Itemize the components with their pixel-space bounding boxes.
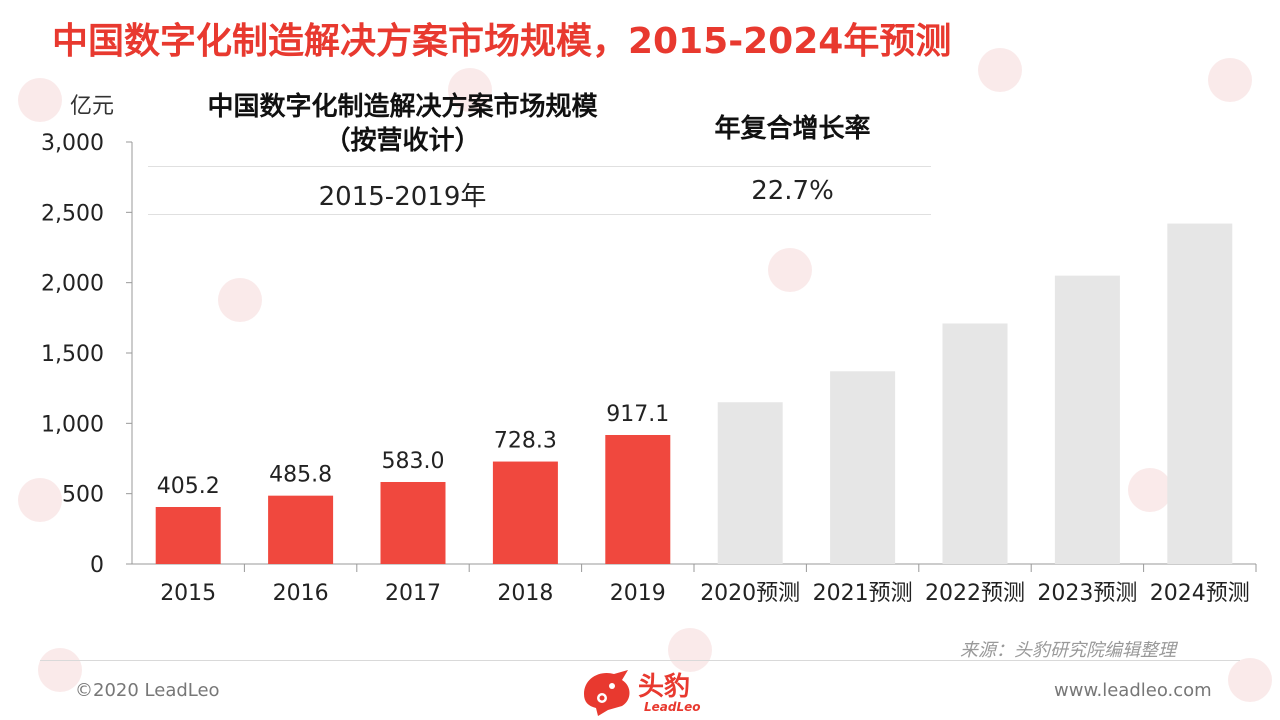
y-axis-unit: 亿元 <box>70 94 115 119</box>
x-tick-label: 2022预测 <box>925 581 1025 606</box>
forecast-bar <box>1054 275 1120 564</box>
cagr-divider-bottom <box>148 214 931 215</box>
cagr-divider-top <box>148 166 931 167</box>
x-tick-label: 2020预测 <box>700 581 800 606</box>
actual-bar <box>492 461 558 564</box>
x-tick-label: 2015 <box>160 581 216 606</box>
actual-bar <box>155 507 221 564</box>
actual-bar <box>268 495 334 564</box>
copyright: ©2020 LeadLeo <box>75 680 220 701</box>
cagr-header-rate: 年复合增长率 <box>714 114 871 144</box>
x-tick-label: 2023预测 <box>1037 581 1137 606</box>
x-tick-label: 2019 <box>610 581 666 606</box>
x-tick-label: 2021预测 <box>813 581 913 606</box>
forecast-bar <box>942 323 1008 564</box>
website-link[interactable]: www.leadleo.com <box>1054 680 1212 701</box>
data-label: 728.3 <box>494 429 557 454</box>
footer-divider <box>40 660 1240 661</box>
actual-bar <box>380 481 446 564</box>
cagr-header-metric-line1: 中国数字化制造解决方案市场规模 <box>207 92 598 122</box>
logo-text-en: LeadLeo <box>644 700 701 714</box>
y-tick-label: 500 <box>62 483 104 508</box>
cagr-rate-value: 22.7% <box>751 176 834 206</box>
data-label: 917.1 <box>606 402 669 427</box>
x-tick-label: 2016 <box>273 581 329 606</box>
y-tick-label: 2,000 <box>41 272 104 297</box>
data-label: 485.8 <box>269 463 332 488</box>
cagr-period: 2015-2019年 <box>318 182 487 212</box>
x-tick-label: 2018 <box>497 581 553 606</box>
x-tick-label: 2024预测 <box>1150 581 1250 606</box>
forecast-bar <box>1167 223 1233 564</box>
data-label: 405.2 <box>157 474 220 499</box>
source-note: 来源：头豹研究院编辑整理 <box>960 640 1176 661</box>
y-tick-label: 1,500 <box>41 342 104 367</box>
y-tick-label: 1,000 <box>41 412 104 437</box>
y-tick-label: 3,000 <box>41 131 104 156</box>
y-tick-label: 0 <box>90 553 104 578</box>
y-tick-label: 2,500 <box>41 201 104 226</box>
leopard-head-icon <box>584 670 630 716</box>
cagr-header-metric-line2: （按营收计） <box>324 126 481 156</box>
page-title: 中国数字化制造解决方案市场规模，2015-2024年预测 <box>52 21 952 62</box>
cagr-header-metric: 中国数字化制造解决方案市场规模 （按营收计） <box>150 90 655 158</box>
actual-bar <box>605 434 671 564</box>
data-label: 583.0 <box>382 449 445 474</box>
x-tick-label: 2017 <box>385 581 441 606</box>
leadleo-logo: 头豹 LeadLeo <box>578 664 708 718</box>
logo-text-cn: 头豹 <box>638 672 691 702</box>
forecast-bar <box>717 402 783 564</box>
forecast-bar <box>830 371 896 564</box>
